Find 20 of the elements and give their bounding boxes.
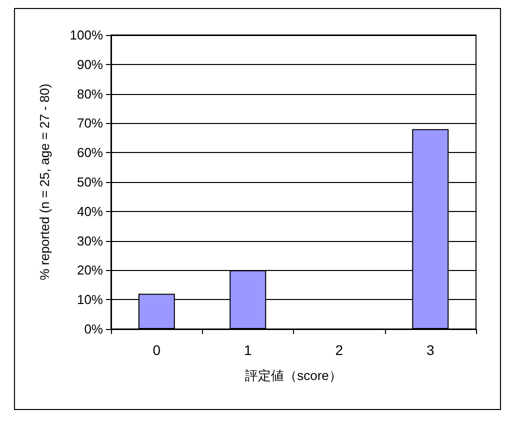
bar: [230, 270, 266, 329]
y-tick-label: 20%: [76, 262, 104, 278]
x-tick-label: 3: [426, 342, 434, 358]
x-axis-title: 評定値（score）: [245, 368, 342, 383]
y-tick-label: 50%: [76, 174, 104, 190]
y-tick-label: 40%: [76, 204, 104, 219]
y-tick-label: 0%: [84, 322, 104, 336]
y-tick-label: 90%: [76, 56, 104, 72]
y-tick-label: 70%: [76, 116, 104, 131]
y-tick-label: 80%: [76, 86, 104, 102]
x-tick-label: 1: [244, 342, 252, 358]
bar: [138, 294, 175, 329]
y-tick-label: 100%: [70, 28, 104, 42]
bar: [412, 129, 449, 329]
y-tick-label: 30%: [76, 233, 104, 248]
y-axis-title: % reported (n = 25, age = 27 - 80): [37, 84, 52, 280]
y-tick-label: 60%: [76, 145, 104, 160]
y-tick-label: 10%: [76, 292, 104, 308]
x-tick-label: 2: [335, 342, 344, 358]
x-tick-label: 0: [152, 342, 161, 358]
